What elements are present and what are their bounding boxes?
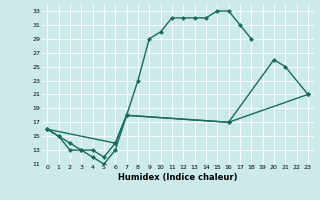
X-axis label: Humidex (Indice chaleur): Humidex (Indice chaleur) xyxy=(118,173,237,182)
